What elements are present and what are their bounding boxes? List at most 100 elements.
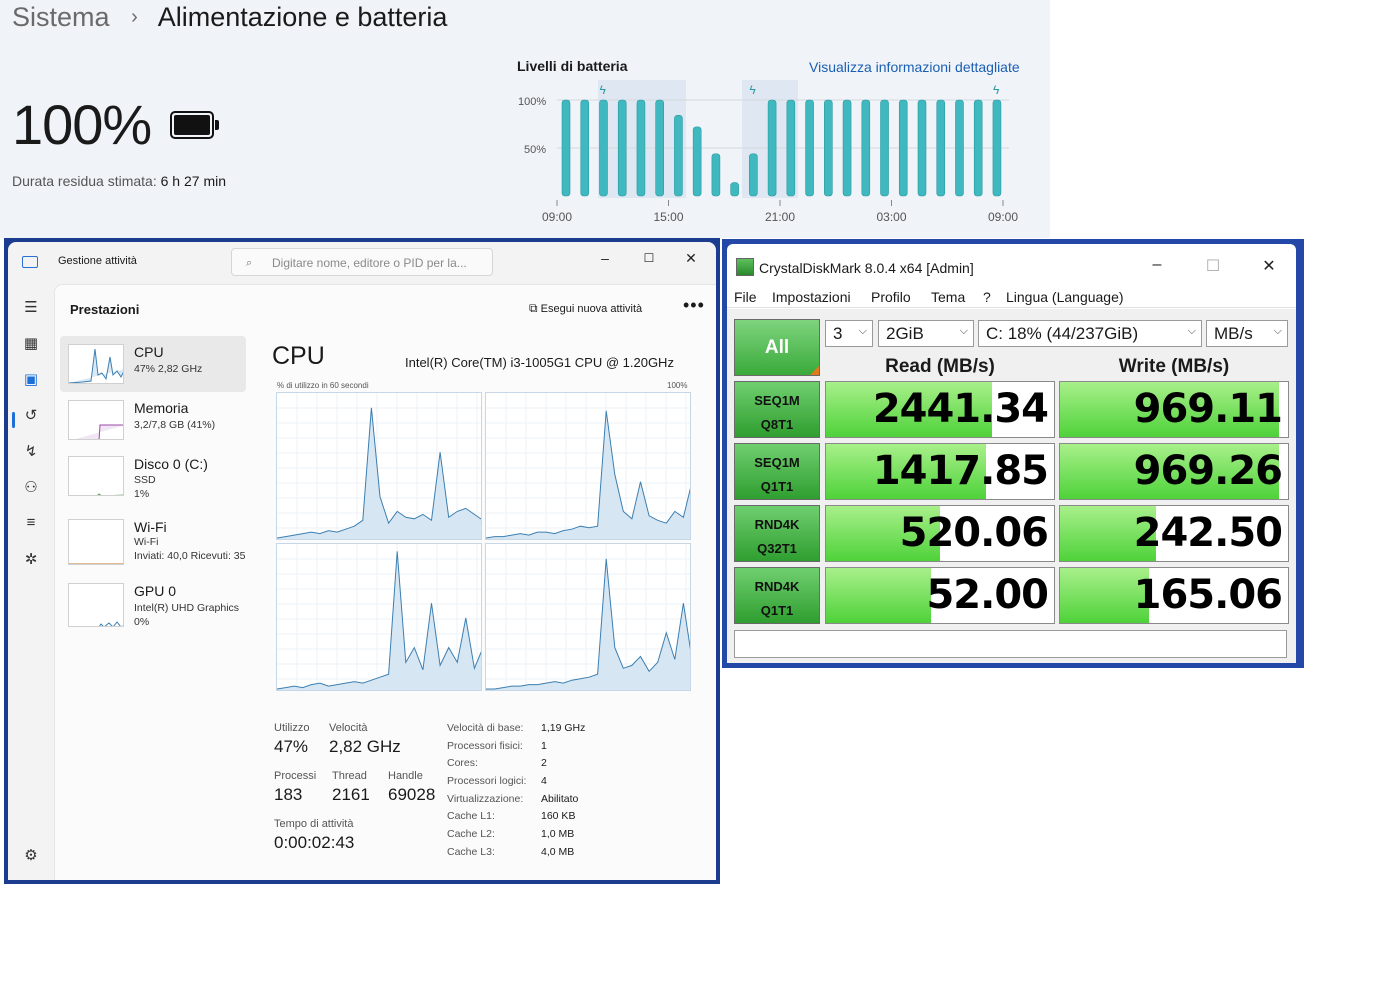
menu-profile[interactable]: Profilo bbox=[871, 289, 911, 305]
resource-memory[interactable]: Memoria 3,2/7,8 GB (41%) bbox=[60, 392, 246, 448]
battery-percentage: 100% bbox=[12, 93, 152, 156]
battery-bar[interactable] bbox=[580, 99, 590, 197]
battery-bar[interactable] bbox=[936, 99, 946, 197]
resource-wifi[interactable]: Wi-Fi Wi-Fi Inviati: 40,0 Ricevuti: 35 bbox=[60, 511, 246, 567]
cpu-heading: CPU bbox=[272, 342, 325, 370]
resource-gpu[interactable]: GPU 0 Intel(R) UHD Graphics 0% bbox=[60, 575, 246, 631]
hamburger-menu-icon[interactable]: ☰ bbox=[24, 299, 38, 316]
menu-file[interactable]: File bbox=[734, 289, 757, 305]
task-manager-frame: Gestione attività ⌕ Digitare nome, edito… bbox=[4, 238, 720, 884]
battery-level-chart[interactable]: 100% 50% ϟ ϟ ϟ 09:00 15:00 21:00 03:00 09:00 bbox=[510, 78, 1030, 228]
battery-bar[interactable] bbox=[655, 99, 664, 197]
all-button[interactable]: All bbox=[734, 319, 820, 376]
battery-settings-panel: Sistema › Alimentazione e batteria 100% … bbox=[0, 0, 1050, 238]
battery-bar[interactable] bbox=[599, 99, 608, 197]
battery-bar[interactable] bbox=[749, 153, 758, 197]
drive-select[interactable]: C: 18% (44/237GiB) ⌵ bbox=[978, 320, 1202, 347]
processes-value: 183 bbox=[274, 785, 303, 804]
maximize-button[interactable]: ☐ bbox=[1205, 258, 1221, 275]
comment-input[interactable] bbox=[734, 630, 1287, 658]
menu-theme[interactable]: Tema bbox=[931, 289, 966, 305]
unit-select[interactable]: MB/s ⌵ bbox=[1206, 320, 1288, 347]
battery-bar[interactable] bbox=[898, 99, 908, 197]
resource-cpu[interactable]: CPU 47% 2,82 GHz bbox=[60, 336, 246, 392]
details-link[interactable]: Visualizza informazioni dettagliate bbox=[809, 59, 1020, 75]
run-new-task-button[interactable]: ⧉ Esegui nuova attività bbox=[529, 301, 642, 316]
battery-bar[interactable] bbox=[730, 182, 739, 197]
handles-label: Handle bbox=[388, 770, 423, 782]
battery-bar[interactable] bbox=[917, 99, 927, 197]
page-title: Alimentazione e batteria bbox=[157, 2, 448, 32]
services-icon[interactable]: ✲ bbox=[24, 551, 38, 568]
battery-bar[interactable] bbox=[842, 99, 852, 197]
menu-help[interactable]: ? bbox=[983, 289, 991, 305]
more-options-button[interactable]: ••• bbox=[683, 295, 705, 315]
processes-icon[interactable]: ▦ bbox=[23, 335, 39, 352]
test-name: RND4K bbox=[754, 517, 800, 532]
title-bar[interactable]: Gestione attività ⌕ Digitare nome, edito… bbox=[8, 242, 716, 280]
maximize-button[interactable]: ☐ bbox=[643, 251, 655, 265]
battery-bar[interactable] bbox=[973, 99, 983, 197]
battery-bar[interactable] bbox=[805, 99, 814, 197]
battery-bar[interactable] bbox=[955, 99, 964, 197]
app-history-icon[interactable]: ↺ bbox=[24, 407, 38, 424]
battery-bar[interactable] bbox=[674, 115, 683, 197]
write-speed-value: 969.26 bbox=[1133, 448, 1283, 494]
test-button[interactable]: SEQ1M Q8T1 bbox=[734, 381, 820, 438]
read-speed-value: 1417.85 bbox=[872, 448, 1049, 494]
battery-bar[interactable] bbox=[692, 126, 702, 197]
resource-usage: 0% bbox=[134, 616, 150, 628]
cpu-usage-line bbox=[277, 407, 481, 539]
battery-bar[interactable] bbox=[786, 99, 796, 197]
run-task-label: Esegui nuova attività bbox=[540, 303, 643, 315]
search-placeholder: Digitare nome, editore o PID per la... bbox=[272, 256, 467, 270]
cpu-core-graph bbox=[276, 392, 482, 540]
test-button[interactable]: SEQ1M Q1T1 bbox=[734, 443, 820, 500]
close-button[interactable]: ✕ bbox=[685, 250, 697, 266]
test-button[interactable]: RND4K Q1T1 bbox=[734, 567, 820, 624]
count-select[interactable]: 3 ⌵ bbox=[825, 320, 873, 347]
write-result-cell: 969.11 bbox=[1059, 381, 1289, 438]
battery-bar[interactable] bbox=[711, 153, 721, 197]
drive-value: C: 18% (44/237GiB) bbox=[986, 324, 1139, 343]
all-label: All bbox=[764, 337, 790, 358]
users-icon[interactable]: ⚇ bbox=[24, 479, 38, 496]
size-select[interactable]: 2GiB ⌵ bbox=[878, 320, 974, 347]
resource-disk[interactable]: Disco 0 (C:) SSD 1% bbox=[60, 448, 246, 504]
breadcrumb-root[interactable]: Sistema bbox=[12, 2, 110, 32]
spec-value: 4,0 MB bbox=[541, 846, 575, 858]
spec-value: 2 bbox=[541, 757, 547, 769]
menu-language[interactable]: Lingua (Language) bbox=[1006, 289, 1124, 305]
details-icon[interactable]: ≡ bbox=[26, 514, 36, 531]
battery-bar[interactable] bbox=[767, 99, 777, 197]
battery-bar[interactable] bbox=[636, 99, 646, 197]
resource-name: CPU bbox=[134, 344, 164, 360]
performance-icon[interactable]: ▣ bbox=[23, 371, 39, 388]
minimize-button[interactable]: ‒ bbox=[1152, 256, 1162, 273]
read-speed-value: 2441.34 bbox=[872, 386, 1049, 432]
speed-value: 2,82 GHz bbox=[329, 737, 401, 756]
minimize-button[interactable]: ‒ bbox=[601, 250, 609, 266]
battery-bar[interactable] bbox=[861, 99, 871, 197]
battery-bar[interactable] bbox=[880, 99, 889, 197]
battery-bar[interactable] bbox=[561, 99, 571, 197]
write-result-cell: 165.06 bbox=[1059, 567, 1289, 624]
resource-name: Memoria bbox=[134, 400, 189, 416]
resource-detail: 47% 2,82 GHz bbox=[134, 363, 203, 375]
cpu-usage-line bbox=[277, 551, 481, 690]
test-button[interactable]: RND4K Q32T1 bbox=[734, 505, 820, 562]
graph-axis-max: 100% bbox=[667, 381, 688, 390]
battery-bar[interactable] bbox=[824, 99, 833, 197]
startup-apps-icon[interactable]: ↯ bbox=[24, 443, 38, 460]
menu-settings[interactable]: Impostazioni bbox=[772, 289, 851, 305]
utilization-label: Utilizzo bbox=[274, 722, 310, 734]
battery-bar[interactable] bbox=[992, 99, 1002, 197]
settings-gear-icon[interactable]: ⚙ bbox=[24, 847, 38, 864]
close-button[interactable]: ✕ bbox=[1262, 258, 1276, 275]
battery-bar[interactable] bbox=[617, 99, 627, 197]
x-tick-label: 09:00 bbox=[542, 210, 572, 224]
search-input[interactable]: ⌕ Digitare nome, editore o PID per la... bbox=[231, 248, 493, 276]
spec-value: 1,19 GHz bbox=[541, 722, 586, 734]
utilization-value: 47% bbox=[274, 737, 309, 756]
spec-label: Cores: bbox=[447, 757, 478, 769]
